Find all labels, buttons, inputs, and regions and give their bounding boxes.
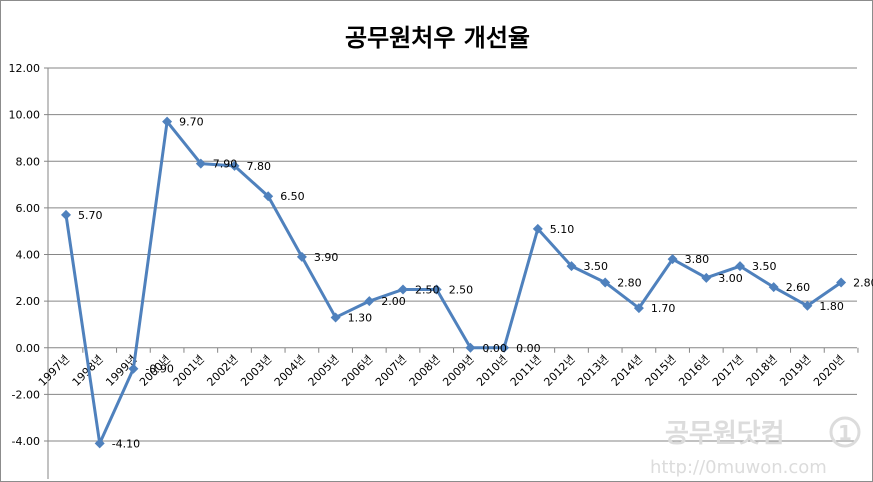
y-tick-label: 8.00 (16, 155, 41, 168)
data-label: 1.80 (819, 300, 844, 313)
data-point (195, 158, 206, 169)
watermark-name: 공무원닷컴 (665, 419, 785, 449)
x-tick-label: 2011년 (508, 353, 544, 389)
x-tick-label: 2009년 (440, 353, 476, 389)
data-point (701, 272, 712, 283)
y-tick-label: 4.00 (16, 249, 41, 262)
x-tick-label: 2019년 (777, 353, 813, 389)
data-label: 5.70 (78, 209, 103, 222)
x-tick-label: 2005년 (306, 353, 342, 389)
data-label: -4.10 (112, 437, 140, 450)
data-label: 2.00 (381, 295, 406, 308)
series-line (61, 116, 847, 449)
data-label: 5.10 (550, 223, 575, 236)
data-label: 2.80 (853, 276, 873, 289)
data-label: 6.50 (280, 190, 305, 203)
y-tick-label: -4.00 (12, 435, 40, 448)
y-tick-label: 2.00 (16, 295, 41, 308)
x-tick-label: 2013년 (575, 353, 611, 389)
watermark-badge (829, 416, 861, 448)
gridlines (48, 67, 857, 442)
x-tick-label: 2003년 (238, 353, 274, 389)
x-tick-label: 2006년 (339, 353, 375, 389)
data-label: 3.50 (752, 260, 777, 273)
y-axis: 12.00 10.00 8.00 6.00 4.00 2.00 0.00 -2.00 -4.00 (9, 62, 49, 479)
data-label: 2.50 (415, 283, 440, 296)
data-label: 2.60 (786, 281, 811, 294)
data-label: 9.70 (179, 116, 204, 129)
data-label: 2.80 (617, 276, 642, 289)
series-polyline (64, 120, 842, 445)
x-tick-label: 1997년 (36, 353, 72, 389)
data-point (768, 282, 779, 293)
data-labels: 5.70 -4.10 -0.90 9.70 7.90 7.80 6.50 3.90 1.30 2.… (78, 116, 873, 451)
x-tick-label: 2015년 (643, 353, 679, 389)
data-point (600, 277, 611, 288)
x-tick-label: 2008년 (407, 353, 443, 389)
watermark-url: http://0muwon.com (650, 457, 827, 478)
data-point (499, 342, 510, 353)
data-label: 1.70 (651, 302, 676, 315)
x-tick-label: 2002년 (204, 353, 240, 389)
chart-title: 공무원처우 개선율 (345, 24, 530, 52)
data-point (61, 209, 71, 220)
data-point (431, 284, 442, 295)
data-point (836, 277, 847, 288)
x-tick-label: 2017년 (710, 353, 746, 389)
data-point (566, 261, 577, 272)
y-tick-label: 10.00 (9, 109, 41, 122)
data-point (735, 261, 745, 272)
watermark: 공무원닷컴 1 http://0muwon.com (650, 416, 861, 478)
x-tick-label: 2018년 (744, 353, 780, 389)
x-tick-label: 2001년 (171, 353, 207, 389)
data-point (667, 254, 678, 265)
x-tick-label: 2010년 (474, 353, 510, 389)
data-label: 3.90 (314, 251, 339, 264)
data-point (465, 342, 476, 353)
data-label: 7.90 (213, 158, 238, 171)
watermark-badge-number: 1 (838, 421, 852, 445)
data-point (162, 116, 173, 127)
x-tick-label: 2020년 (811, 353, 847, 389)
y-tick-label: 0.00 (16, 342, 41, 355)
x-tick-label: 2016년 (676, 353, 712, 389)
data-label: -0.90 (145, 363, 173, 376)
x-tick-label: 2004년 (272, 353, 308, 389)
y-tick-label: -2.00 (12, 388, 40, 401)
x-tick-label: 2014년 (609, 353, 645, 389)
data-label: 3.00 (718, 272, 743, 285)
data-point (330, 312, 341, 323)
data-label: 3.50 (584, 260, 609, 273)
data-point (633, 303, 644, 314)
data-label: 1.30 (348, 311, 373, 324)
data-point (94, 438, 105, 449)
x-tick-label: 2012년 (541, 353, 577, 389)
y-tick-label: 12.00 (9, 62, 41, 75)
data-point (364, 296, 375, 307)
data-label: 3.80 (685, 253, 710, 266)
data-point (296, 251, 307, 262)
data-label: 0.00 (516, 342, 541, 355)
data-label: 7.80 (247, 160, 272, 173)
data-point (398, 284, 408, 295)
x-tick-label: 2007년 (373, 353, 409, 389)
y-tick-label: 6.00 (16, 202, 41, 215)
data-point (229, 160, 240, 171)
data-label: 2.50 (449, 283, 474, 296)
data-point (802, 300, 813, 311)
data-point (128, 363, 139, 374)
data-point (263, 191, 274, 202)
data-label: 0.00 (482, 342, 507, 355)
data-point (532, 223, 543, 234)
